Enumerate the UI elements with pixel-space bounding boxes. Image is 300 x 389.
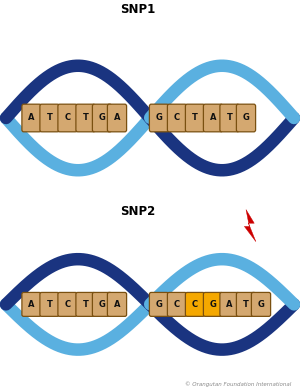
Text: T: T <box>82 114 88 123</box>
Text: C: C <box>192 300 198 309</box>
FancyBboxPatch shape <box>76 104 95 132</box>
Text: C: C <box>174 114 180 123</box>
Text: A: A <box>210 114 216 123</box>
Text: C: C <box>174 300 180 309</box>
Text: T: T <box>46 114 52 123</box>
Text: T: T <box>82 300 88 309</box>
Text: A: A <box>114 114 120 123</box>
Text: T: T <box>226 114 232 123</box>
Polygon shape <box>244 210 256 242</box>
FancyBboxPatch shape <box>40 293 59 316</box>
Text: SNP2: SNP2 <box>120 205 156 218</box>
FancyBboxPatch shape <box>236 293 256 316</box>
FancyBboxPatch shape <box>92 293 112 316</box>
FancyBboxPatch shape <box>107 293 127 316</box>
FancyBboxPatch shape <box>185 104 205 132</box>
FancyBboxPatch shape <box>220 104 239 132</box>
Text: T: T <box>46 300 52 309</box>
Text: SNP1: SNP1 <box>120 4 156 16</box>
FancyBboxPatch shape <box>76 293 95 316</box>
FancyBboxPatch shape <box>203 293 223 316</box>
FancyBboxPatch shape <box>149 104 169 132</box>
Text: T: T <box>192 114 198 123</box>
FancyBboxPatch shape <box>40 104 59 132</box>
FancyBboxPatch shape <box>167 293 187 316</box>
Text: A: A <box>28 114 35 123</box>
FancyBboxPatch shape <box>58 104 77 132</box>
Text: G: G <box>258 300 264 309</box>
Text: © Orangutan Foundation International: © Orangutan Foundation International <box>185 381 291 387</box>
FancyBboxPatch shape <box>185 293 205 316</box>
FancyBboxPatch shape <box>92 104 112 132</box>
Text: G: G <box>243 114 249 123</box>
Text: C: C <box>64 300 70 309</box>
FancyBboxPatch shape <box>58 293 77 316</box>
Text: G: G <box>210 300 216 309</box>
Text: A: A <box>226 300 233 309</box>
FancyBboxPatch shape <box>107 104 127 132</box>
FancyBboxPatch shape <box>220 293 239 316</box>
Text: C: C <box>64 114 70 123</box>
Text: T: T <box>243 300 249 309</box>
Text: G: G <box>99 114 105 123</box>
Text: A: A <box>28 300 35 309</box>
FancyBboxPatch shape <box>22 104 41 132</box>
FancyBboxPatch shape <box>149 293 169 316</box>
FancyBboxPatch shape <box>236 104 256 132</box>
FancyBboxPatch shape <box>22 293 41 316</box>
FancyBboxPatch shape <box>203 104 223 132</box>
FancyBboxPatch shape <box>167 104 187 132</box>
Text: A: A <box>114 300 120 309</box>
Text: G: G <box>99 300 105 309</box>
FancyBboxPatch shape <box>251 293 271 316</box>
Text: G: G <box>156 300 162 309</box>
Text: G: G <box>156 114 162 123</box>
